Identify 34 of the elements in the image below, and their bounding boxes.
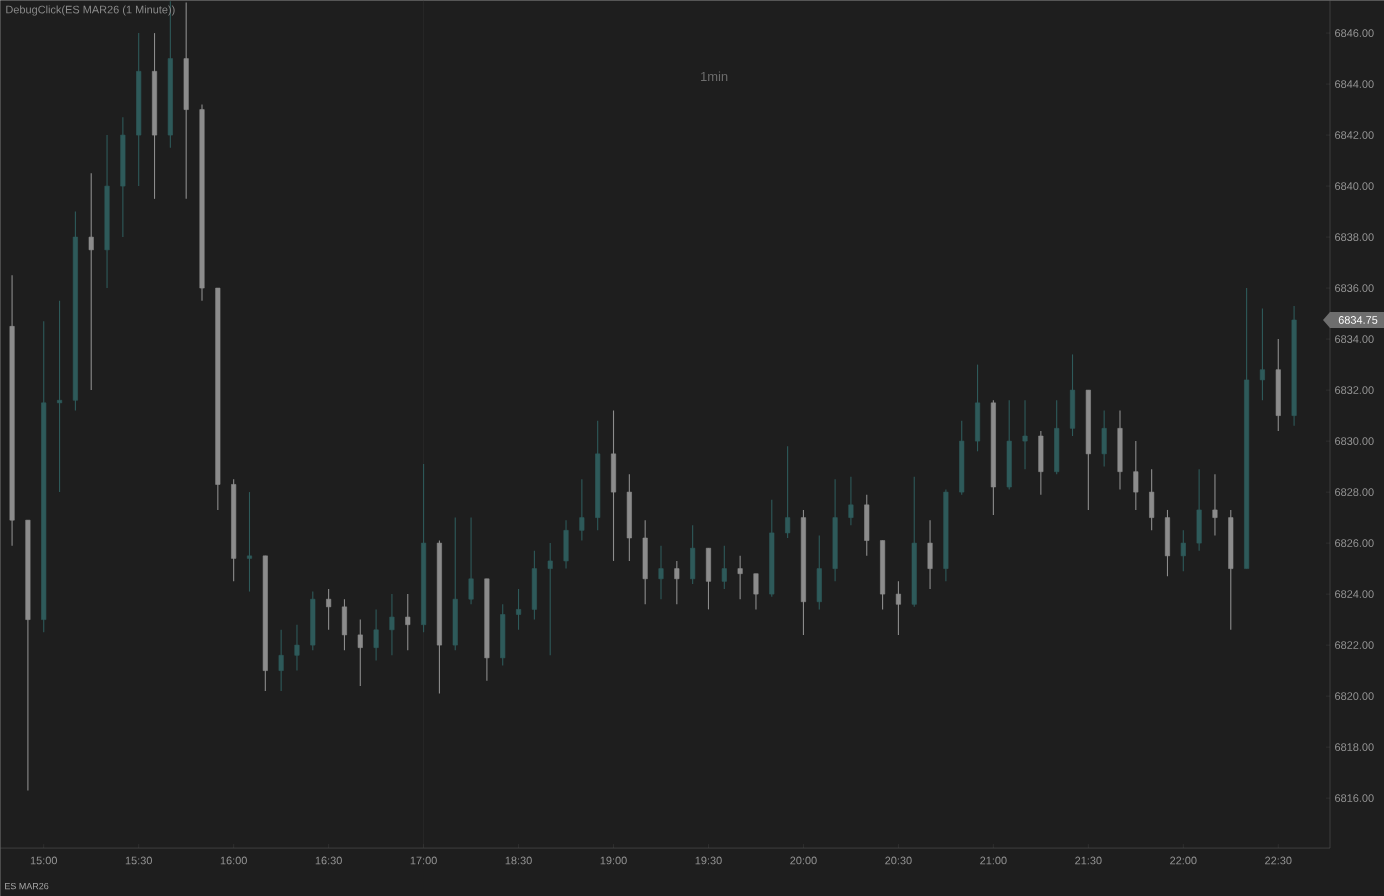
x-tick-label: 22:00: [1170, 856, 1197, 865]
y-tick-label: 6828.00: [1335, 488, 1374, 496]
y-tick-label: 6838.00: [1335, 233, 1374, 241]
x-tick-label: 20:00: [790, 856, 817, 865]
x-tick-label: 22:30: [1265, 856, 1292, 865]
x-tick-label: 16:30: [315, 856, 342, 865]
annotation: 1min: [701, 71, 728, 81]
x-tick-label: 17:00: [410, 856, 437, 865]
x-tick-label: 16:00: [220, 856, 247, 865]
y-tick-label: 6840.00: [1335, 182, 1374, 190]
y-tick-label: 6844.00: [1335, 80, 1374, 88]
y-tick-label: 6846.00: [1335, 29, 1374, 37]
x-tick-label: 18:30: [505, 856, 532, 865]
y-tick-label: 6830.00: [1335, 437, 1374, 445]
y-tick-label: 6818.00: [1335, 743, 1374, 751]
text: ES MAR26: [5, 882, 49, 890]
x-tick-label: 19:00: [600, 856, 627, 865]
y-tick-label: 6816.00: [1335, 794, 1374, 802]
y-tick-label: 6832.00: [1335, 386, 1374, 394]
y-tick-label: 6820.00: [1335, 692, 1374, 700]
y-tick-label: 6842.00: [1335, 131, 1374, 139]
y-tick-label: 6826.00: [1335, 539, 1374, 547]
x-tick-label: 20:30: [885, 856, 912, 865]
x-tick-label: 15:00: [30, 856, 57, 865]
y-tick-label: 6834.00: [1335, 335, 1374, 343]
x-tick-label: 19:30: [695, 856, 722, 865]
text: 6834.75: [1338, 316, 1378, 324]
y-tick-label: 6824.00: [1335, 590, 1374, 598]
x-tick-label: 15:30: [125, 856, 152, 865]
y-tick-label: 6822.00: [1335, 641, 1374, 649]
y-tick-label: 6836.00: [1335, 284, 1374, 292]
chart-title: DebugClick(ES MAR26 (1 Minute)): [6, 5, 175, 16]
x-tick-label: 21:00: [980, 856, 1007, 865]
x-tick-label: 21:30: [1075, 856, 1102, 865]
